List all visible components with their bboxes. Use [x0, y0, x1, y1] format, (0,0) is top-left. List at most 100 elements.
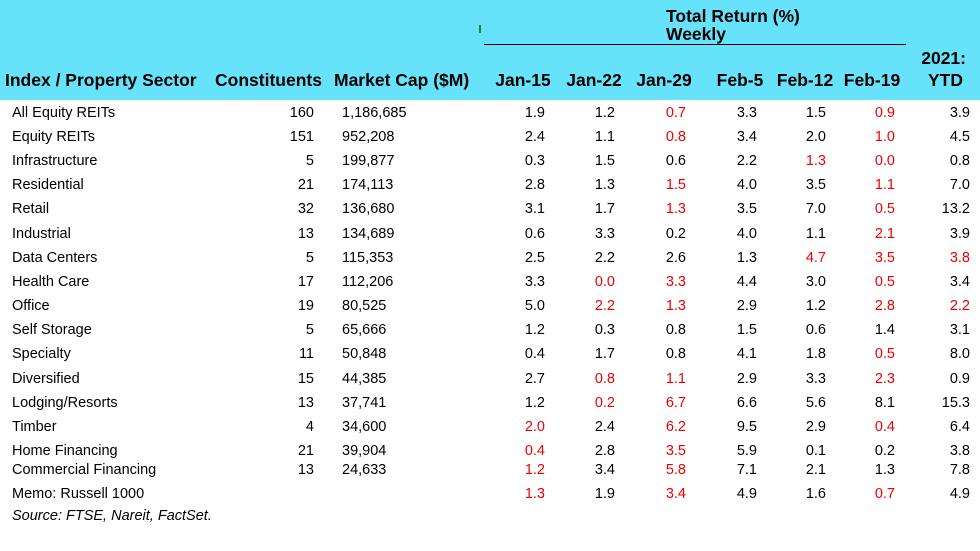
weekly-return-value: 3.3 — [524, 274, 545, 290]
ytd-return-value: 3.4 — [949, 274, 970, 290]
weekly-return-value: 0.7 — [665, 105, 686, 121]
ytd-return-value: 0.9 — [949, 371, 970, 387]
weekly-return-value: 1.3 — [524, 486, 545, 502]
sector-name: Industrial — [12, 226, 71, 242]
market-cap-value: 199,877 — [342, 153, 395, 169]
weekly-return-value: 0.3 — [524, 153, 545, 169]
weekly-return-value: 0.6 — [805, 322, 826, 338]
weekly-return-value: 2.4 — [524, 129, 545, 145]
group-title: Total Return (%) — [666, 6, 800, 26]
weekly-return-value: 4.0 — [736, 177, 757, 193]
weekly-return-value: 6.2 — [665, 419, 686, 435]
source-note: Source: FTSE, Nareit, FactSet. — [12, 508, 212, 524]
sector-name: Infrastructure — [12, 153, 98, 169]
weekly-return-value: 3.4 — [594, 462, 615, 478]
weekly-return-value: 0.4 — [524, 443, 545, 459]
weekly-return-value: 0.3 — [594, 322, 615, 338]
table-row: Data Centers 5 115,353 2.5 2.2 2.6 1.3 4.7 3.5 3.… — [0, 247, 980, 269]
constituents-value: 4 — [305, 419, 314, 435]
constituents-value: 5 — [305, 322, 314, 338]
constituents-value: 32 — [297, 201, 314, 217]
market-cap-value: 134,689 — [342, 226, 395, 242]
market-cap-value: 115,353 — [342, 250, 394, 266]
weekly-return-value: 0.4 — [524, 346, 545, 362]
weekly-return-value: 1.5 — [805, 105, 826, 121]
weekly-return-value: 1.3 — [874, 462, 895, 478]
col-header-week: Feb-5 — [716, 70, 764, 90]
weekly-return-value: 1.2 — [594, 105, 615, 121]
constituents-value: 13 — [297, 395, 314, 411]
weekly-return-value: 4.4 — [736, 274, 757, 290]
constituents-value: 5 — [305, 250, 314, 266]
weekly-return-value: 4.7 — [805, 250, 826, 266]
weekly-return-value: 2.0 — [805, 129, 826, 145]
weekly-return-value: 0.2 — [665, 226, 686, 242]
constituents-value: 13 — [297, 226, 314, 242]
weekly-return-value: 2.2 — [594, 250, 615, 266]
ytd-return-value: 3.9 — [949, 105, 970, 121]
constituents-value: 15 — [297, 371, 314, 387]
weekly-return-value: 3.3 — [594, 226, 615, 242]
weekly-return-value: 1.5 — [736, 322, 757, 338]
group-underline — [484, 44, 906, 45]
constituents-value: 13 — [297, 462, 314, 478]
constituents-value: 5 — [305, 153, 314, 169]
col-header-market-cap: Market Cap ($M) — [334, 70, 470, 90]
weekly-return-value: 2.8 — [874, 298, 895, 314]
weekly-return-value: 0.2 — [874, 443, 895, 459]
weekly-return-value: 4.1 — [736, 346, 757, 362]
weekly-return-value: 0.0 — [874, 153, 895, 169]
table-row: Memo: Russell 1000 1.3 1.9 3.4 4.9 1.6 0.7 4.9 — [0, 483, 980, 505]
weekly-return-value: 0.8 — [665, 322, 686, 338]
weekly-return-value: 3.4 — [736, 129, 757, 145]
constituents-value: 160 — [289, 105, 314, 121]
weekly-return-value: 2.3 — [874, 371, 895, 387]
market-cap-value: 65,666 — [342, 322, 387, 338]
col-header-sector: Index / Property Sector — [5, 70, 197, 90]
sector-name: Retail — [12, 201, 50, 217]
weekly-return-value: 0.5 — [874, 274, 895, 290]
sector-name: Health Care — [12, 274, 90, 290]
sector-name: Self Storage — [12, 322, 92, 338]
weekly-return-value: 0.0 — [594, 274, 615, 290]
table-row: Lodging/Resorts 13 37,741 1.2 0.2 6.7 6.6 5.6 8.… — [0, 392, 980, 414]
table-row: Self Storage 5 65,666 1.2 0.3 0.8 1.5 0.6 1.4 3.1 — [0, 319, 980, 341]
table-row: Infrastructure 5 199,877 0.3 1.5 0.6 2.2 1.3 0.0… — [0, 150, 980, 172]
sector-name: Office — [12, 298, 50, 314]
constituents-value: 21 — [297, 443, 314, 459]
weekly-return-value: 1.2 — [524, 322, 545, 338]
weekly-return-value: 4.9 — [736, 486, 757, 502]
col-header-week: Jan-29 — [636, 70, 692, 90]
sector-name: Data Centers — [12, 250, 98, 266]
market-cap-value: 39,904 — [342, 443, 387, 459]
weekly-return-value: 0.8 — [665, 129, 686, 145]
sector-name: All Equity REITs — [12, 105, 116, 121]
weekly-return-value: 2.7 — [524, 371, 545, 387]
table-row: Diversified 15 44,385 2.7 0.8 1.1 2.9 3.3 2.3 0.9 — [0, 368, 980, 390]
weekly-return-value: 3.3 — [736, 105, 757, 121]
constituents-value: 21 — [297, 177, 314, 193]
weekly-return-value: 1.2 — [805, 298, 826, 314]
weekly-return-value: 5.8 — [665, 462, 686, 478]
group-subtitle: Weekly — [666, 24, 726, 44]
ytd-return-value: 3.9 — [949, 226, 970, 242]
table-row: Timber 4 34,600 2.0 2.4 6.2 9.5 2.9 0.4 6.4 — [0, 416, 980, 438]
ytd-return-value: 15.3 — [941, 395, 970, 411]
weekly-return-value: 1.1 — [594, 129, 615, 145]
col-header-week: Jan-15 — [495, 70, 551, 90]
weekly-return-value: 2.2 — [736, 153, 757, 169]
table-row: Health Care 17 112,206 3.3 0.0 3.3 4.4 3.0 0.5 3.… — [0, 271, 980, 293]
weekly-return-value: 0.6 — [524, 226, 545, 242]
weekly-return-value: 1.0 — [874, 129, 895, 145]
ytd-return-value: 2.2 — [949, 298, 970, 314]
weekly-return-value: 4.0 — [736, 226, 757, 242]
weekly-return-value: 2.9 — [736, 298, 757, 314]
ytd-return-value: 13.2 — [941, 201, 970, 217]
weekly-return-value: 1.5 — [594, 153, 615, 169]
ytd-return-value: 4.5 — [949, 129, 970, 145]
weekly-return-value: 0.8 — [594, 371, 615, 387]
weekly-return-value: 1.9 — [594, 486, 615, 502]
weekly-return-value: 2.4 — [594, 419, 615, 435]
weekly-return-value: 2.6 — [665, 250, 686, 266]
weekly-return-value: 8.1 — [874, 395, 895, 411]
